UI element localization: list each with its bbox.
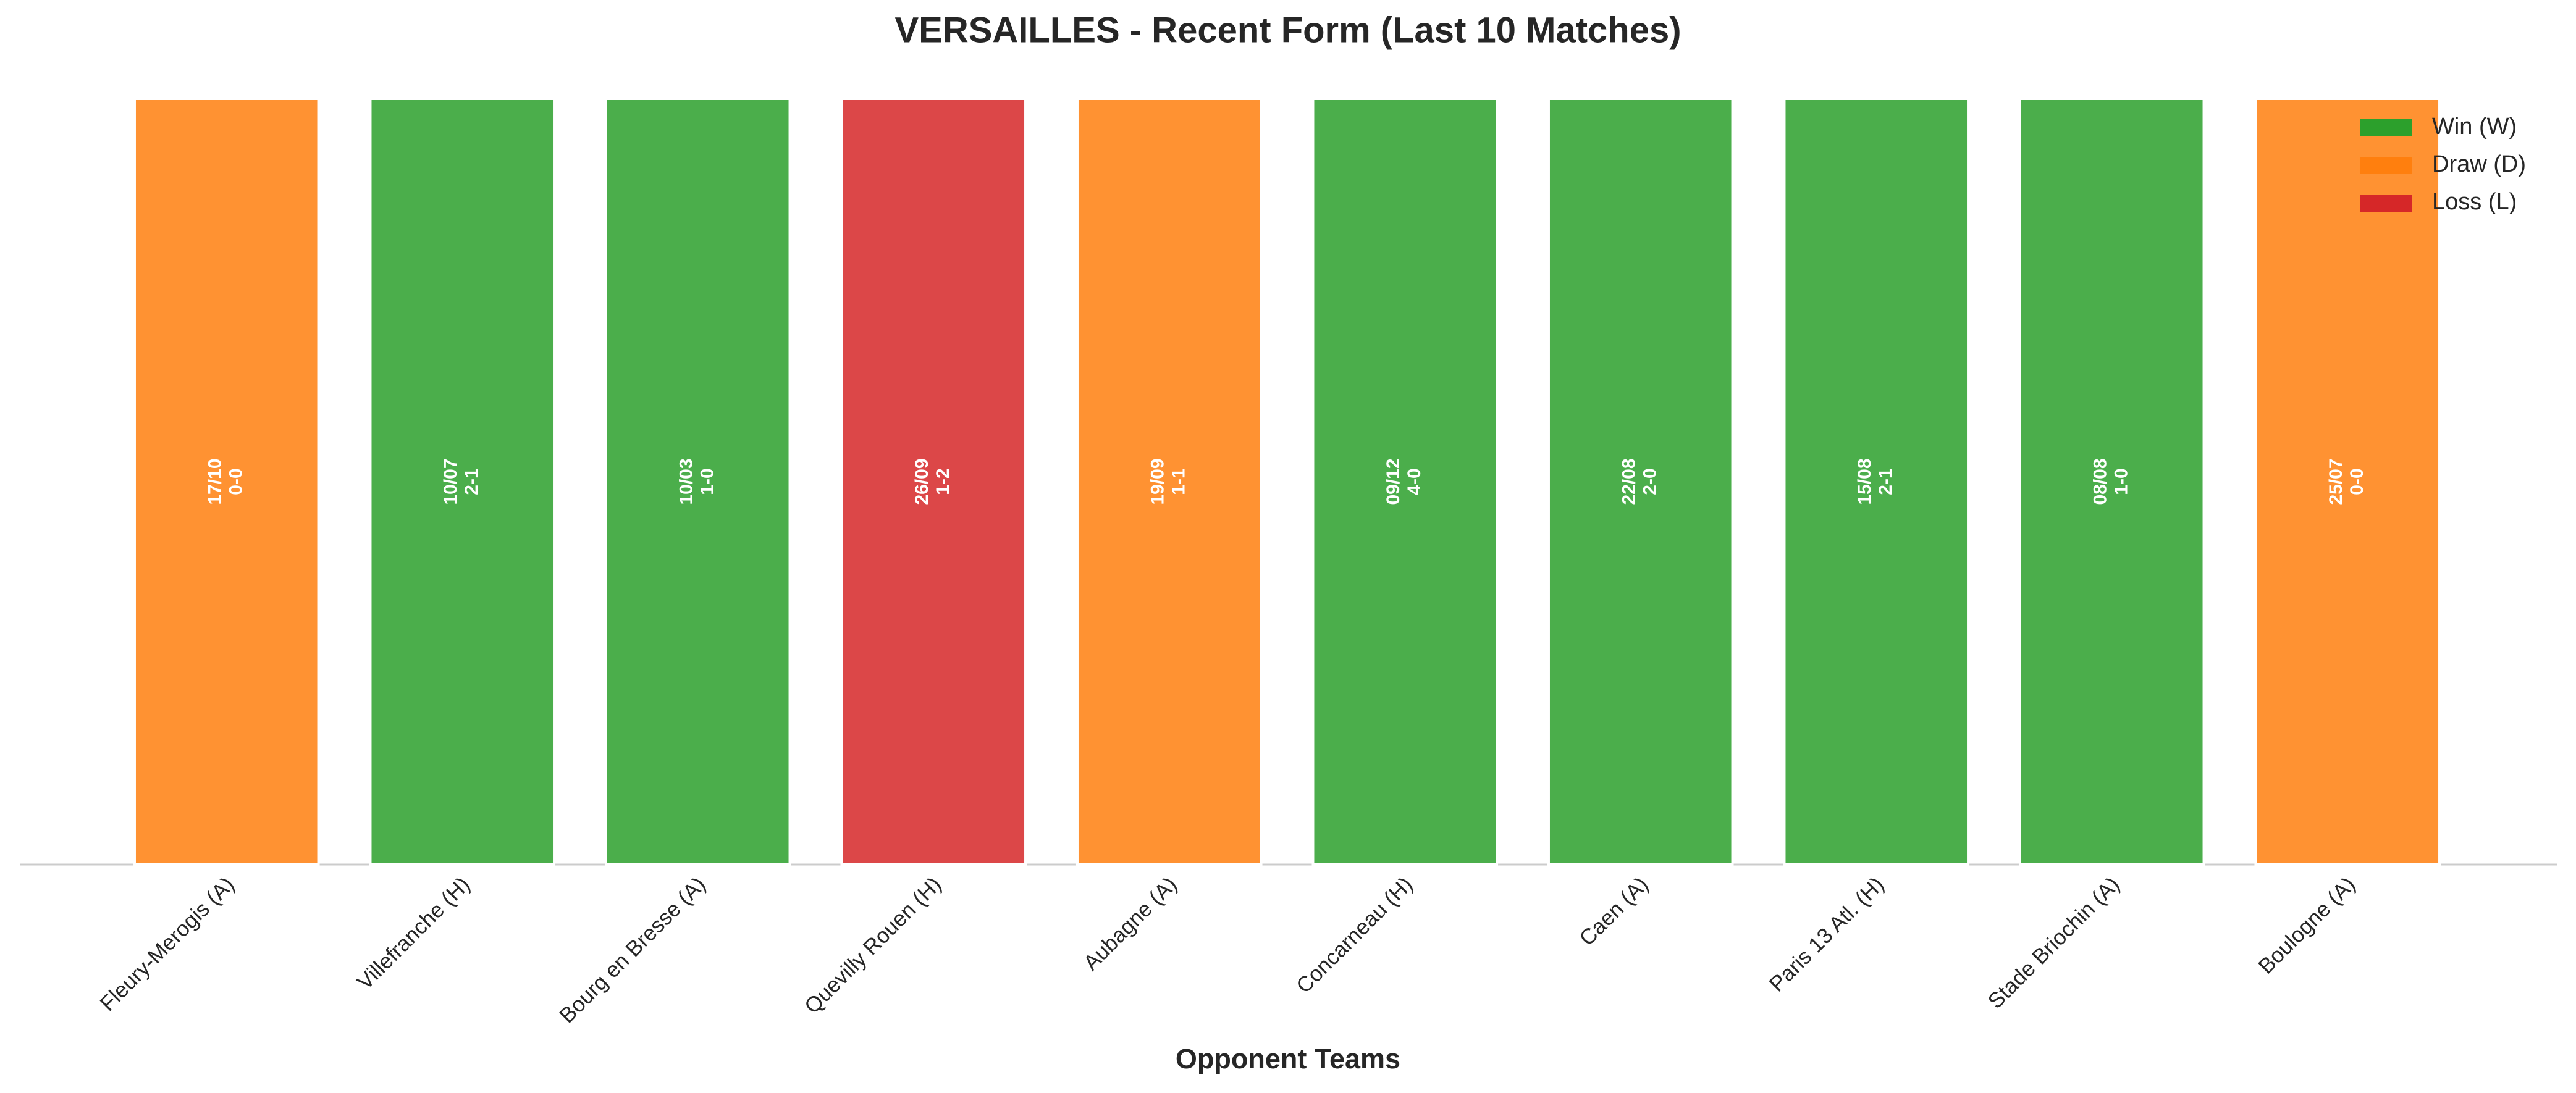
bar-score-label: 1-1 (1169, 468, 1189, 495)
bar-date-label: 19/09 (1148, 458, 1168, 505)
bar-date-label: 08/08 (2090, 458, 2111, 505)
bar (133, 98, 320, 866)
bar (1783, 98, 1970, 866)
legend-label: Draw (D) (2432, 151, 2526, 177)
bar (2018, 98, 2205, 866)
bar-score-label: 2-1 (1875, 468, 1896, 495)
bar-date-label: 17/10 (205, 458, 225, 505)
bar-date-label: 09/12 (1383, 458, 1404, 505)
bar (1311, 98, 1499, 866)
bar-score-label: 0-0 (2347, 468, 2367, 495)
bar-date-label: 15/08 (1854, 458, 1875, 505)
legend-label: Loss (L) (2432, 189, 2517, 215)
bar-date-label: 25/07 (2326, 458, 2346, 505)
bar-date-label: 26/09 (912, 458, 932, 505)
legend-swatch (2360, 195, 2412, 212)
bar-date-label: 10/03 (676, 458, 697, 505)
bar-date-label: 10/07 (440, 458, 461, 505)
bar (369, 98, 556, 866)
bar (1547, 98, 1734, 866)
bar-score-label: 2-0 (1640, 468, 1661, 495)
bar (2254, 98, 2441, 866)
x-axis-title: Opponent Teams (1176, 1043, 1400, 1074)
chart-title: VERSAILLES - Recent Form (Last 10 Matche… (894, 10, 1681, 50)
bar (1075, 98, 1263, 866)
bar-score-label: 4-0 (1404, 468, 1425, 495)
bar-score-label: 1-2 (933, 468, 953, 495)
legend-swatch (2360, 157, 2412, 174)
legend-label: Win (W) (2432, 114, 2517, 140)
legend-swatch (2360, 119, 2412, 136)
bar-date-label: 22/08 (1619, 458, 1639, 505)
bar-score-label: 2-1 (461, 468, 482, 495)
bar-score-label: 1-0 (697, 468, 718, 495)
bar-score-label: 1-0 (2111, 468, 2132, 495)
bar (840, 98, 1027, 866)
bar (604, 98, 791, 866)
bar-score-label: 0-0 (226, 468, 246, 495)
